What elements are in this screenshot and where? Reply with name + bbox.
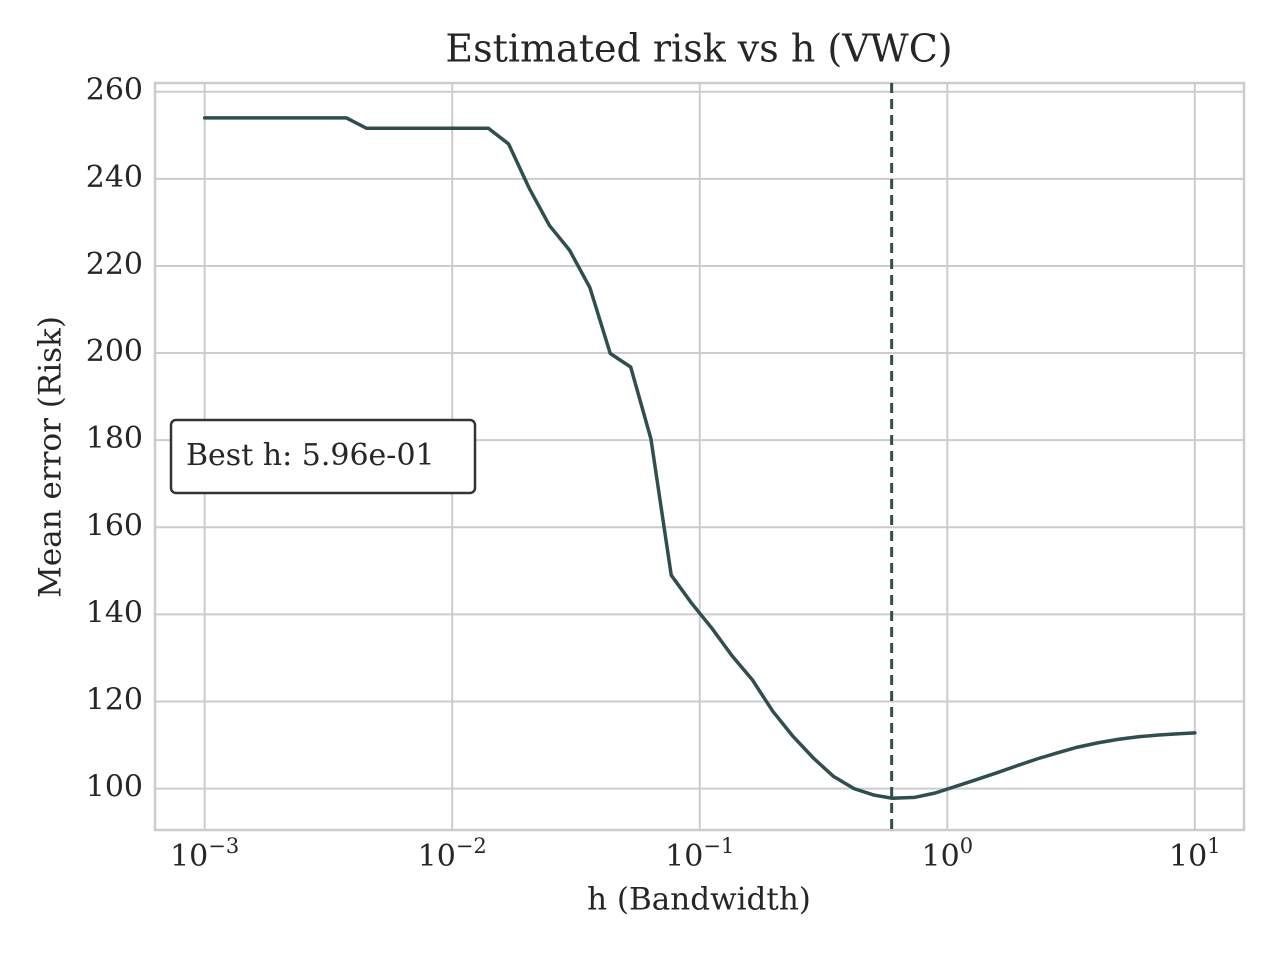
- best-h-annotation: Best h: 5.96e-01: [169, 418, 477, 495]
- y-tick-label: 200: [86, 334, 143, 369]
- plot-frame: [153, 81, 1246, 832]
- y-tick-label: 220: [86, 247, 143, 282]
- y-tick-label: 120: [86, 683, 143, 718]
- x-tick-label: 101: [1169, 834, 1221, 874]
- x-tick-exponent: −3: [208, 834, 239, 858]
- grid: [155, 83, 1244, 830]
- y-tick-label: 140: [86, 595, 143, 630]
- x-tick-base: 10: [665, 839, 703, 874]
- x-axis-ticks: 10−3 10−2 10−1 100 101: [170, 834, 1221, 874]
- x-tick-label: 10−3: [170, 834, 239, 874]
- annotation-text: Best h: 5.96e-01: [186, 438, 435, 473]
- x-tick-label: 100: [922, 834, 974, 874]
- x-tick-label: 10−2: [418, 834, 487, 874]
- x-tick-base: 10: [418, 839, 456, 874]
- y-tick-label: 260: [86, 73, 143, 108]
- x-tick-label: 10−1: [665, 834, 734, 874]
- annotation-box: [169, 418, 477, 495]
- x-tick-exponent: −1: [703, 834, 734, 858]
- x-tick-exponent: 1: [1207, 834, 1220, 858]
- chart-title: Estimated risk vs h (VWC): [445, 27, 952, 71]
- x-axis-label: h (Bandwidth): [587, 882, 811, 918]
- risk-series-line: [202, 116, 1197, 800]
- y-axis-label: Mean error (Risk): [33, 316, 69, 598]
- y-tick-label: 240: [86, 160, 143, 195]
- y-tick-label: 100: [86, 770, 143, 805]
- x-tick-base: 10: [922, 839, 960, 874]
- x-tick-base: 10: [1169, 839, 1207, 874]
- x-tick-base: 10: [170, 839, 208, 874]
- y-tick-label: 160: [86, 508, 143, 543]
- y-tick-label: 180: [86, 421, 143, 456]
- x-tick-exponent: 0: [960, 834, 973, 858]
- y-axis-ticks: 100 120 140 160 180 200 220 240 260: [86, 73, 143, 805]
- x-tick-exponent: −2: [456, 834, 487, 858]
